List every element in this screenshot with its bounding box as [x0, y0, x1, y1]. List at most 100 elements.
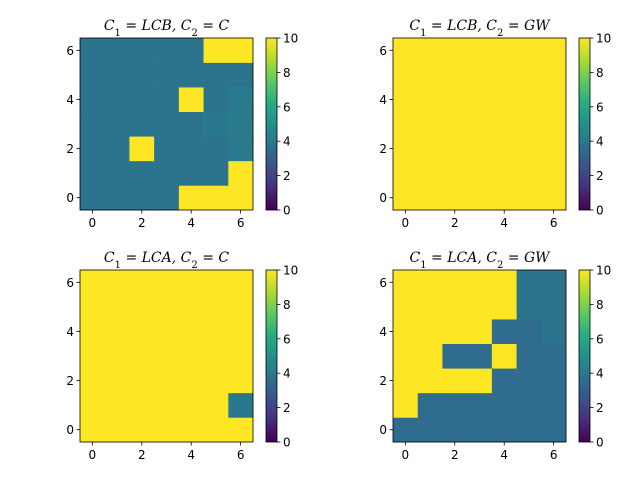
heatmap-cell: [80, 111, 106, 137]
heatmap-cell: [178, 62, 204, 88]
y-tick-label: 2: [66, 142, 74, 156]
colorbar-tick-label: 4: [283, 367, 291, 381]
heatmap-cell: [393, 38, 419, 63]
heatmap-cell: [154, 270, 180, 295]
heatmap-cell: [80, 185, 106, 211]
heatmap-cell: [129, 185, 155, 211]
heatmap-cell: [80, 343, 106, 369]
heatmap-cell: [541, 185, 567, 211]
heatmap-cell: [417, 319, 443, 345]
y-tick-label: 6: [66, 44, 74, 58]
x-tick-label: 0: [402, 448, 410, 462]
heatmap-cell: [467, 368, 493, 394]
y-tick-label: 4: [379, 93, 387, 107]
heatmap-cell: [104, 87, 130, 113]
colorbar-tick-label: 4: [283, 135, 291, 149]
colorbar-tick-label: 10: [283, 32, 298, 46]
x-tick-label: 6: [550, 216, 558, 230]
heatmap-cell: [129, 62, 155, 88]
heatmap-cell: [541, 319, 567, 345]
heatmap-cell: [104, 185, 130, 211]
heatmap-cell: [203, 111, 229, 137]
heatmap-cell: [417, 160, 443, 186]
heatmap-panel: 0 2 4 6 0 2 4 6 C1 = LCB, C2 = GW 0 2 4 6 8 10: [379, 18, 611, 230]
heatmap-cell: [541, 87, 567, 113]
heatmap-cell: [228, 160, 254, 186]
colorbar-tick-label: 0: [596, 436, 604, 450]
heatmap-cell: [516, 136, 542, 162]
heatmap-cell: [516, 343, 542, 369]
heatmap-cell: [80, 87, 106, 113]
heatmap-cell: [467, 417, 493, 443]
heatmap-cell: [80, 62, 106, 88]
heatmap-cell: [516, 417, 542, 443]
heatmap-cell: [393, 111, 419, 137]
x-tick-label: 6: [550, 448, 558, 462]
heatmap-cell: [80, 319, 106, 345]
heatmap-cell: [467, 185, 493, 211]
heatmap-cell: [516, 38, 542, 63]
heatmap-cell: [516, 294, 542, 320]
heatmap-cell: [104, 319, 130, 345]
heatmap-cell: [80, 294, 106, 320]
heatmap-cell: [417, 111, 443, 137]
heatmap-cell: [104, 38, 130, 63]
heatmap-cell: [178, 417, 204, 443]
heatmap-cell: [442, 343, 468, 369]
heatmap-cell: [442, 392, 468, 418]
heatmap-cell: [203, 38, 229, 63]
heatmap-cell: [154, 185, 180, 211]
heatmap-cell: [393, 270, 419, 295]
heatmap-cell: [541, 38, 567, 63]
colorbar: [266, 38, 277, 210]
y-tick-label: 6: [379, 276, 387, 290]
y-tick-label: 0: [379, 423, 387, 437]
heatmap-cell: [393, 319, 419, 345]
heatmap-cell: [417, 392, 443, 418]
heatmap-cell: [154, 294, 180, 320]
heatmap-cell: [541, 343, 567, 369]
heatmap-cell: [491, 87, 517, 113]
colorbar-tick-label: 4: [596, 135, 604, 149]
x-tick-label: 6: [237, 216, 245, 230]
heatmap-cell: [442, 185, 468, 211]
heatmap-cell: [393, 87, 419, 113]
heatmap-cell: [228, 111, 254, 137]
heatmap-cell: [491, 62, 517, 88]
heatmap-cell: [442, 270, 468, 295]
heatmap-cell: [467, 62, 493, 88]
heatmap-cell: [129, 417, 155, 443]
x-tick-label: 0: [402, 216, 410, 230]
heatmap-cell: [442, 417, 468, 443]
heatmap-cell: [203, 417, 229, 443]
heatmap-cell: [417, 87, 443, 113]
colorbar-tick-label: 8: [596, 298, 604, 312]
heatmap-cell: [203, 392, 229, 418]
heatmap-cell: [178, 319, 204, 345]
y-tick-label: 4: [66, 325, 74, 339]
colorbar-tick-label: 10: [283, 264, 298, 278]
heatmap-cell: [393, 294, 419, 320]
heatmap-cell: [393, 368, 419, 394]
heatmap-cell: [442, 111, 468, 137]
colorbar-tick-label: 2: [283, 401, 291, 415]
heatmap-cell: [516, 111, 542, 137]
colorbar-tick-label: 2: [596, 401, 604, 415]
heatmap-cell: [154, 62, 180, 88]
heatmap-cell: [541, 294, 567, 320]
heatmap-cell: [104, 343, 130, 369]
x-tick-label: 0: [89, 216, 97, 230]
heatmap-cell: [491, 160, 517, 186]
heatmap-cell: [442, 319, 468, 345]
y-tick-label: 0: [66, 423, 74, 437]
heatmap-cell: [80, 136, 106, 162]
colorbar-tick-label: 6: [596, 332, 604, 346]
heatmap-cell: [80, 392, 106, 418]
colorbar-tick-label: 0: [596, 204, 604, 218]
x-tick-label: 4: [187, 448, 195, 462]
axes-frame: [79, 269, 254, 443]
heatmap-cell: [541, 111, 567, 137]
colorbar-frame: [265, 269, 278, 443]
heatmap-cell: [417, 136, 443, 162]
heatmap-cell: [491, 294, 517, 320]
